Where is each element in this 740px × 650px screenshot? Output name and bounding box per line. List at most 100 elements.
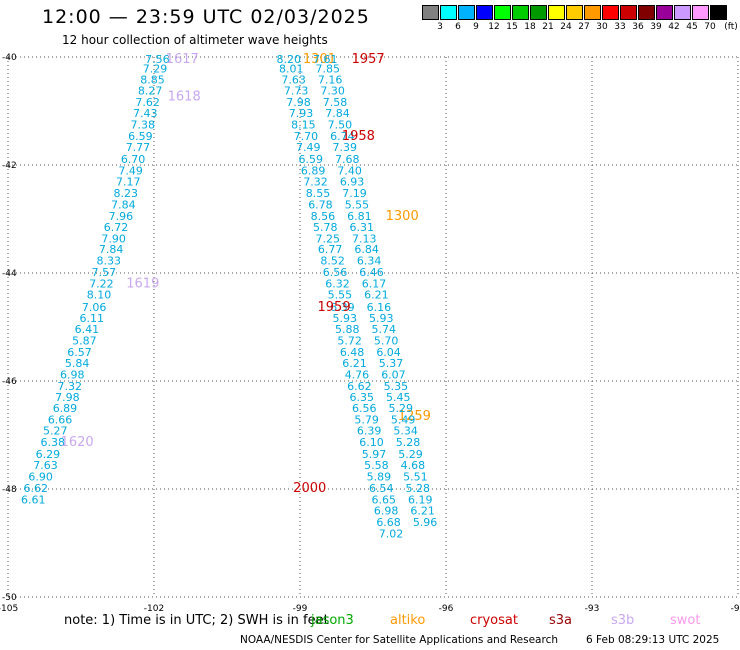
color-scale-label: 6 [455, 22, 461, 32]
color-swatch [494, 5, 511, 20]
x-tick-label: -102 [144, 604, 164, 614]
wave-height-label: 6.34 [357, 255, 382, 268]
color-swatch [422, 5, 439, 20]
color-swatch [530, 5, 547, 20]
color-scale-label: 18 [524, 22, 536, 32]
color-swatch [710, 5, 727, 20]
wave-height-label: 6.46 [359, 266, 384, 279]
wave-height-label: 8.85 [140, 74, 165, 87]
wave-height-label: 4.76 [345, 369, 370, 382]
color-scale-label: 24 [560, 22, 572, 32]
wave-height-label: 6.89 [53, 402, 78, 415]
x-tick-label: -96 [439, 604, 454, 614]
wave-height-label: 6.61 [21, 493, 46, 506]
wave-height-label: 7.38 [131, 119, 156, 132]
legend-item-swot: swot [670, 613, 701, 628]
wave-height-label: 5.51 [403, 471, 428, 484]
wave-height-label: 7.02 [379, 527, 404, 540]
wave-height-label: 6.57 [67, 346, 92, 359]
wave-height-label: 6.89 [301, 164, 326, 177]
wave-height-label: 7.84 [111, 198, 136, 211]
wave-height-label: 7.50 [328, 119, 353, 132]
wave-height-label: 7.84 [325, 107, 350, 120]
color-scale-label: 33 [614, 22, 626, 32]
wave-height-label: 7.19 [342, 187, 367, 200]
color-scale-label: 45 [686, 22, 698, 32]
wave-height-label: 7.98 [55, 391, 80, 404]
wave-height-label: 6.04 [376, 346, 401, 359]
wave-height-label: 6.21 [364, 289, 389, 302]
wave-height-label: 6.10 [359, 436, 384, 449]
wave-height-label: 7.85 [315, 62, 340, 75]
wave-height-label: 6.62 [347, 380, 372, 393]
wave-height-label: 6.78 [308, 198, 333, 211]
color-scale-label: 15 [506, 22, 518, 32]
wave-height-label: 8.20 [277, 53, 302, 66]
wave-height-label: 5.70 [374, 335, 399, 348]
wave-height-label: 6.70 [121, 153, 146, 166]
wave-height-label: 6.90 [28, 471, 53, 484]
wave-height-label: 6.07 [381, 369, 406, 382]
time-label: 1958 [342, 129, 375, 144]
wave-height-label: 7.57 [92, 266, 117, 279]
wave-height-label: 5.28 [406, 482, 431, 495]
wave-height-label: 5.27 [43, 425, 68, 438]
wave-height-label: 6.93 [340, 176, 365, 189]
wave-height-label: 5.79 [354, 413, 379, 426]
wave-height-label: 6.29 [36, 448, 61, 461]
wave-height-label: 6.62 [23, 482, 48, 495]
time-label: 1301 [303, 52, 336, 67]
wave-height-label: 5.28 [396, 436, 421, 449]
wave-height-label: 6.21 [342, 357, 367, 370]
wave-height-label: 7.63 [281, 74, 306, 87]
x-tick-label: -105 [0, 604, 18, 614]
color-swatch [566, 5, 583, 20]
wave-height-label: 6.35 [350, 391, 375, 404]
wave-height-label: 6.11 [79, 312, 104, 325]
wave-height-label: 5.97 [362, 448, 387, 461]
wave-height-label: 5.45 [386, 391, 411, 404]
y-tick-label: -46 [2, 377, 17, 387]
wave-height-label: 6.56 [352, 402, 377, 415]
legend-item-jason3: jason3 [311, 613, 354, 628]
wave-height-label: 5.35 [384, 380, 409, 393]
wave-height-label: 6.59 [128, 130, 153, 143]
wave-height-label: 6.32 [325, 277, 350, 290]
time-label: 1619 [126, 276, 159, 291]
wave-height-label: 6.81 [347, 210, 372, 223]
wave-height-label: 7.30 [320, 84, 345, 97]
wave-height-label: 6.68 [376, 516, 401, 529]
x-tick-label: -93 [585, 604, 600, 614]
wave-height-label: 5.55 [345, 198, 370, 211]
color-swatch [674, 5, 691, 20]
wave-height-label: 7.17 [116, 176, 141, 189]
color-scale-label: 30 [596, 22, 608, 32]
wave-height-label: 5.96 [413, 516, 438, 529]
wave-height-label: 7.49 [296, 141, 321, 154]
wave-height-label: 5.29 [398, 448, 423, 461]
wave-height-label: 6.41 [75, 323, 100, 336]
wave-height-label: 5.29 [388, 402, 413, 415]
color-swatch [548, 5, 565, 20]
wave-height-label: 8.23 [114, 187, 139, 200]
wave-height-label: 7.96 [109, 210, 134, 223]
wave-height-label: 8.27 [138, 84, 163, 97]
wave-height-label: 5.93 [333, 312, 358, 325]
y-tick-label: -50 [2, 593, 17, 603]
wave-height-label: 6.59 [298, 153, 323, 166]
page-title: 12:00 — 23:59 UTC 02/03/2025 [42, 6, 370, 28]
wave-height-label: 6.84 [354, 243, 379, 256]
wave-height-label: 7.63 [33, 459, 58, 472]
wave-height-label: 5.88 [335, 323, 360, 336]
time-label: 1620 [61, 435, 94, 450]
wave-height-label: 8.56 [311, 210, 336, 223]
color-scale-label: 27 [578, 22, 590, 32]
wave-height-label: 6.77 [318, 243, 343, 256]
wave-height-label: 8.55 [306, 187, 331, 200]
color-scale-label: 21 [542, 22, 554, 32]
wave-height-label: 6.54 [369, 482, 394, 495]
wave-height-label: 7.70 [294, 130, 319, 143]
footer-timestamp: 6 Feb 08:29:13 UTC 2025 [586, 634, 720, 646]
color-swatch [620, 5, 637, 20]
wave-height-label: 5.58 [364, 459, 389, 472]
